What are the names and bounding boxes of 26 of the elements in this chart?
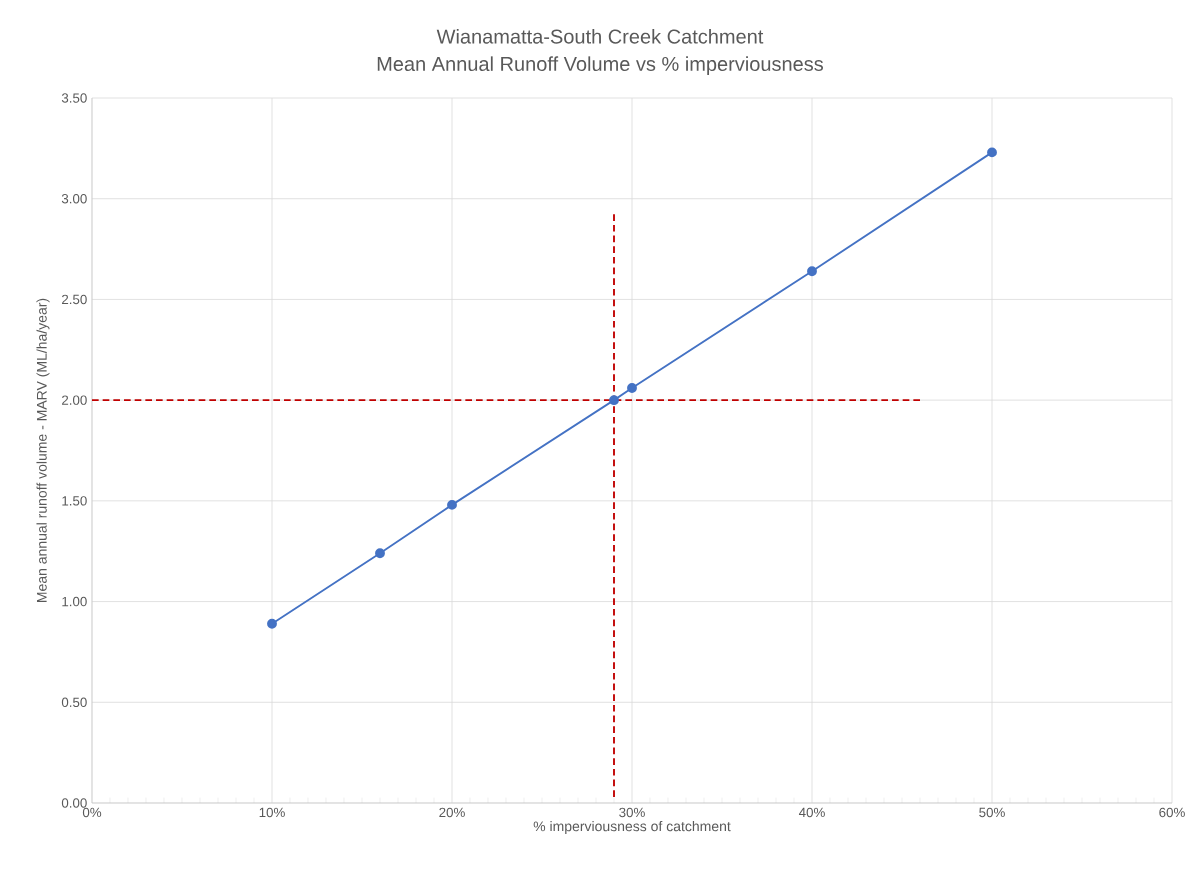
y-tick-label: 0.50 (61, 697, 87, 707)
x-tick-label: 20% (439, 807, 465, 818)
point (987, 147, 997, 158)
chart-subtitle: Mean Annual Runoff Volume vs % imperviousness (377, 56, 823, 75)
x-tick-label: 10% (259, 807, 285, 818)
chart-title: Wianamatta-South Creek Catchment (436, 28, 764, 44)
y-tick-label: 1.00 (62, 596, 87, 607)
y-tick-label: 0.00 (61, 798, 87, 808)
point (807, 266, 817, 277)
y-tick-label: 2.50 (62, 294, 87, 305)
y-tick-label: 2.00 (62, 395, 87, 405)
point (627, 383, 637, 393)
x-axis-title: % imperviousness of catchment (533, 820, 731, 835)
x-tick-label: 0% (82, 807, 102, 818)
y-tick-label: 1.50 (62, 496, 87, 506)
y-axis-title: Mean annual runoff volume - MARV (ML/ha/year) (36, 298, 50, 602)
x-tick-label: 30% (619, 807, 645, 818)
point (375, 548, 385, 559)
point (447, 499, 457, 510)
x-tick-label: 60% (1159, 807, 1185, 818)
x-tick-label: 40% (798, 807, 825, 818)
y-tick-label: 3.50 (61, 93, 87, 103)
y-tick-label: 3.00 (61, 193, 87, 204)
x-tick-label: 50% (979, 807, 1005, 818)
point (609, 395, 619, 406)
point (267, 618, 277, 629)
